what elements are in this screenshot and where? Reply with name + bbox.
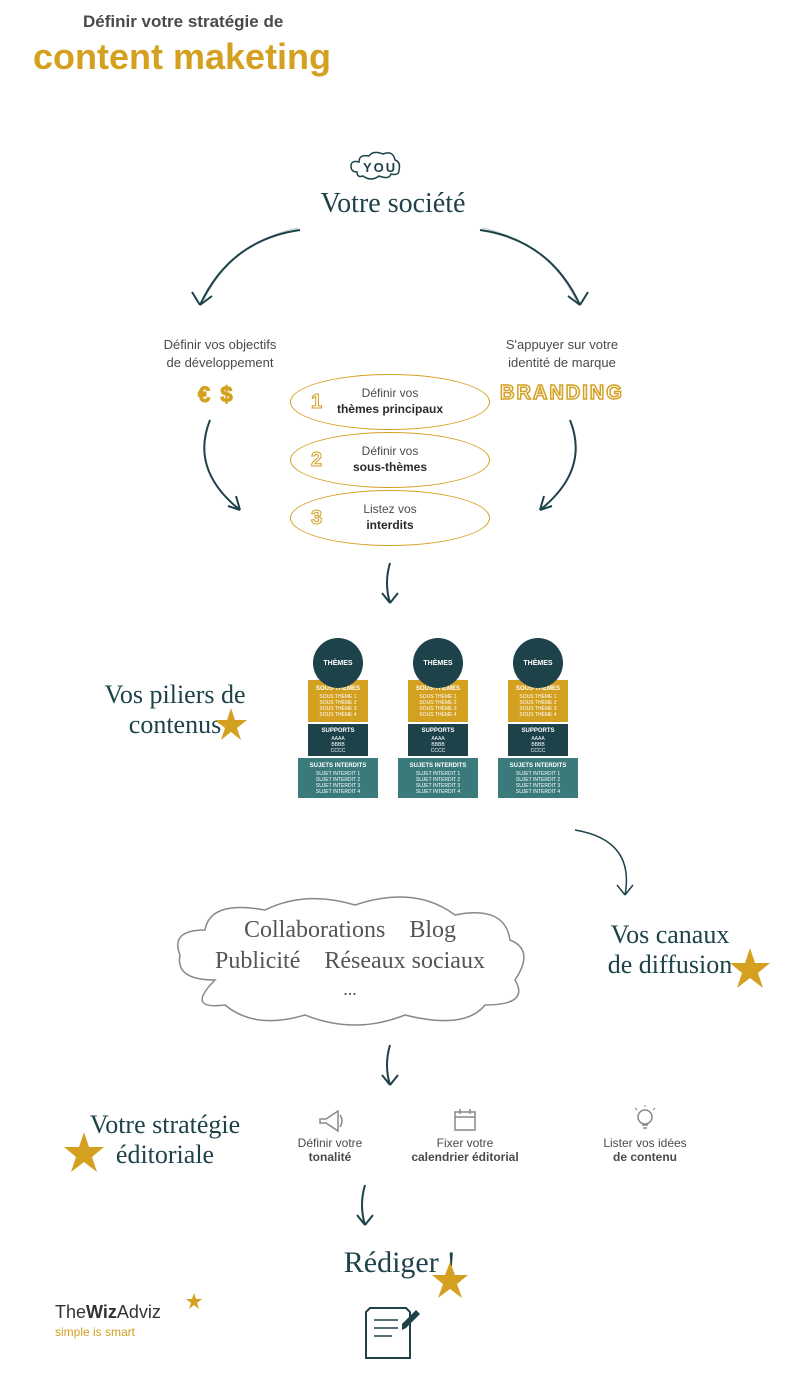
pillar-column: THÈMESSOUS-THÈMESSOUS THÈME 1SOUS THÈME …: [298, 638, 378, 798]
arrow-down-3-icon: [345, 1180, 385, 1240]
logo-star-icon: [185, 1292, 203, 1310]
rediger-heading: Rédiger !: [300, 1246, 500, 1280]
identity-label: S'appuyer sur votre identité de marque: [482, 336, 642, 372]
pillar-circle: THÈMES: [313, 638, 363, 688]
star-1-icon: [213, 706, 249, 742]
step-3-num: 3: [311, 507, 322, 530]
editorial-calendrier: Fixer votrecalendrier éditorial: [400, 1105, 530, 1164]
pillar-column: THÈMESSOUS-THÈMESSOUS THÈME 1SOUS THÈME …: [498, 638, 578, 798]
arrow-curve-channels-icon: [565, 820, 655, 910]
objectives-label: Définir vos objectifs de développement: [140, 336, 300, 372]
currency-icon: € $: [198, 382, 235, 408]
arrow-curve-left-icon: [180, 410, 280, 530]
you-label: YOU: [363, 160, 397, 175]
arrow-down-2-icon: [370, 1040, 410, 1100]
arrow-left-down-icon: [170, 220, 320, 330]
step-2-text: Définir vossous-thèmes: [353, 444, 427, 475]
editorial-tonalite: Définir votretonalité: [275, 1105, 385, 1164]
pillar-dark: SUPPORTSAAAABBBBCCCC: [308, 724, 368, 756]
logo-wiz: Wiz: [86, 1302, 117, 1322]
editorial-idees: Lister vos idéesde contenu: [580, 1105, 710, 1164]
logo-adviz: Adviz: [117, 1302, 161, 1322]
megaphone-icon: [316, 1105, 344, 1133]
logo-tagline: simple is smart: [55, 1325, 135, 1339]
pillar-circle: THÈMES: [513, 638, 563, 688]
channel-2: Blog: [409, 917, 456, 944]
objectives-l1: Définir vos objectifs: [164, 337, 277, 352]
objectives-l2: de développement: [167, 355, 274, 370]
logo: TheWizAdviz simple is smart: [55, 1302, 161, 1341]
arrow-right-down-icon: [460, 220, 610, 330]
pillar-circle: THÈMES: [413, 638, 463, 688]
channel-4: Réseaux sociaux: [324, 948, 485, 975]
step-3: 3 Listez vosinterdits: [290, 490, 490, 546]
star-3-icon: [62, 1130, 106, 1174]
step-2: 2 Définir vossous-thèmes: [290, 432, 490, 488]
arrow-down-1-icon: [370, 558, 410, 618]
calendar-icon: [451, 1105, 479, 1133]
logo-the: The: [55, 1302, 86, 1322]
pillar-teal: SUJETS INTERDITSSUJET INTERDIT 1SUJET IN…: [298, 758, 378, 798]
identity-l1: S'appuyer sur votre: [506, 337, 618, 352]
pillar-teal: SUJETS INTERDITSSUJET INTERDIT 1SUJET IN…: [498, 758, 578, 798]
pillar-dark: SUPPORTSAAAABBBBCCCC: [408, 724, 468, 756]
main-title: content maketing: [33, 36, 331, 78]
pillar-teal: SUJETS INTERDITSSUJET INTERDIT 1SUJET IN…: [398, 758, 478, 798]
step-1-text: Définir vosthèmes principaux: [337, 386, 443, 417]
channel-1: Collaborations: [244, 917, 385, 944]
step-1: 1 Définir vosthèmes principaux: [290, 374, 490, 430]
star-4-icon: [430, 1260, 470, 1300]
lightbulb-icon: [631, 1105, 659, 1133]
star-2-icon: [728, 946, 772, 990]
pillar-dark: SUPPORTSAAAABBBBCCCC: [508, 724, 568, 756]
channel-5: ...: [343, 979, 357, 1000]
societe-heading: Votre société: [293, 188, 493, 220]
arrow-curve-right-icon: [500, 410, 600, 530]
channels-cloud: Collaborations Blog Publicité Réseaux so…: [190, 915, 510, 1002]
step-1-num: 1: [311, 391, 322, 414]
write-icon: [358, 1300, 428, 1370]
channel-3: Publicité: [215, 948, 300, 975]
step-3-text: Listez vosinterdits: [363, 502, 416, 533]
branding-label: BRANDING: [500, 382, 624, 405]
identity-l2: identité de marque: [508, 355, 616, 370]
subtitle: Définir votre stratégie de: [83, 12, 283, 32]
pillars-heading: Vos piliers de contenus: [65, 680, 285, 740]
pillar-column: THÈMESSOUS-THÈMESSOUS THÈME 1SOUS THÈME …: [398, 638, 478, 798]
step-2-num: 2: [311, 449, 322, 472]
